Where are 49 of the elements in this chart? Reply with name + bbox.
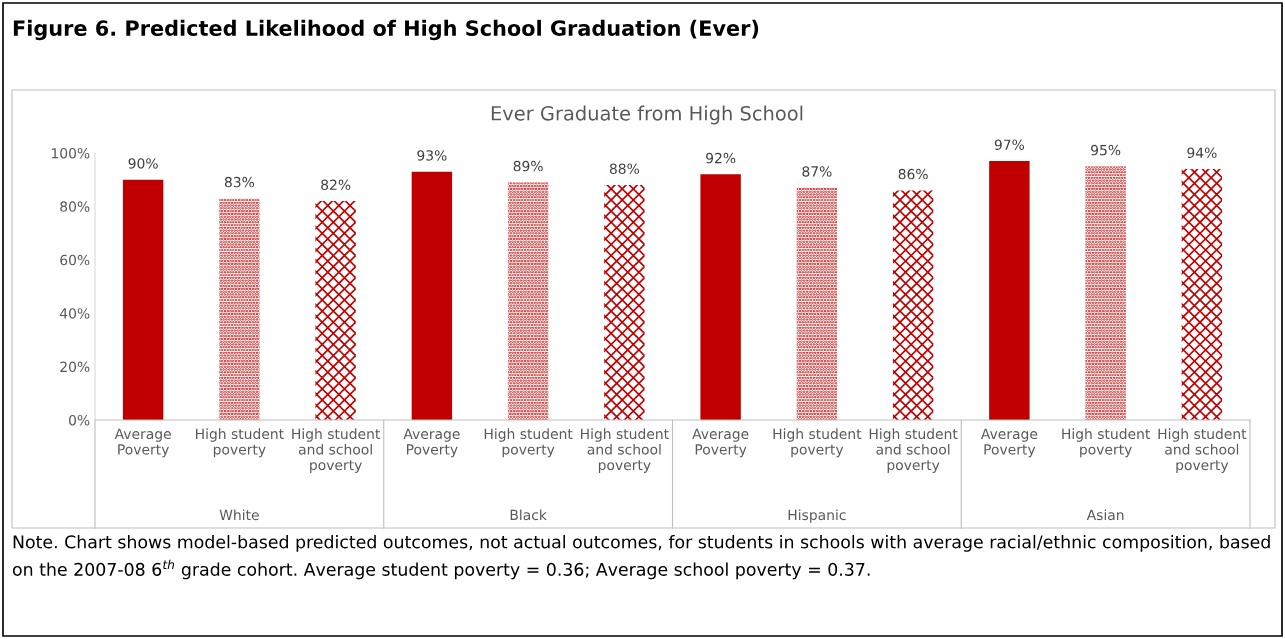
text: Black xyxy=(510,509,547,521)
text: Asian xyxy=(1086,509,1124,521)
x-tick-label: Average Poverty xyxy=(692,428,749,458)
y-tick-label: 80% xyxy=(60,201,90,212)
data-label: 93% xyxy=(417,150,447,161)
data-label: 97% xyxy=(994,139,1025,150)
data-label: 87% xyxy=(802,166,832,177)
x-tick-label: High student poverty xyxy=(484,428,573,458)
chart-title: Figure 6. Predicted Likelihood of High School Graduation (Ever) xyxy=(13,19,759,41)
x-tick-label: High student poverty xyxy=(1062,428,1151,458)
data-label: 92% xyxy=(706,152,736,164)
text: Note. Chart shows model-based predicted outcomes, not actual outcomes, for students in schools with average racial/ethnic composition, based on the 2007-08 6$^{th}$ grade cohort. Average student poverty = 0.36; Average school poverty = 0.37. xyxy=(12,535,1270,580)
data-label: 89% xyxy=(513,160,543,172)
bar xyxy=(1085,166,1126,420)
text: White xyxy=(219,509,259,521)
bar xyxy=(796,187,838,420)
y-tick-label: 60% xyxy=(60,254,90,266)
x-tick-label: High student poverty xyxy=(196,428,284,458)
data-label: 86% xyxy=(898,168,928,180)
bar xyxy=(411,171,453,420)
bar xyxy=(1181,169,1223,420)
x-tick-label: Average Poverty xyxy=(114,428,171,458)
data-label: 83% xyxy=(224,176,255,188)
y-tick-label: 40% xyxy=(59,308,90,319)
x-tick-label: High student and school poverty xyxy=(292,428,381,473)
bar xyxy=(700,174,741,420)
y-tick-label: 100% xyxy=(51,147,90,159)
text: Hispanic xyxy=(788,509,846,523)
data-label: 88% xyxy=(609,163,640,175)
bar xyxy=(604,185,645,420)
x-tick-label: High student and school poverty xyxy=(869,428,958,473)
y-tick-label: 0% xyxy=(69,414,90,426)
bar xyxy=(507,182,549,420)
x-tick-label: High student and school poverty xyxy=(581,428,669,473)
bar xyxy=(989,161,1030,420)
bar xyxy=(892,190,934,420)
x-tick-label: Average Poverty xyxy=(980,428,1038,458)
data-label: 90% xyxy=(128,158,158,169)
bar xyxy=(219,198,260,420)
chart-subtitle: Ever Graduate from High School xyxy=(491,105,803,125)
bar xyxy=(122,179,164,420)
data-label: 94% xyxy=(1187,147,1217,158)
y-tick-label: 20% xyxy=(60,361,90,373)
x-tick-label: Average Poverty xyxy=(403,428,460,458)
bar xyxy=(315,201,356,420)
data-label: 82% xyxy=(321,179,351,191)
data-label: 95% xyxy=(1091,144,1121,156)
x-tick-label: High student and school poverty xyxy=(1158,428,1247,473)
x-tick-label: High student poverty xyxy=(773,428,862,458)
